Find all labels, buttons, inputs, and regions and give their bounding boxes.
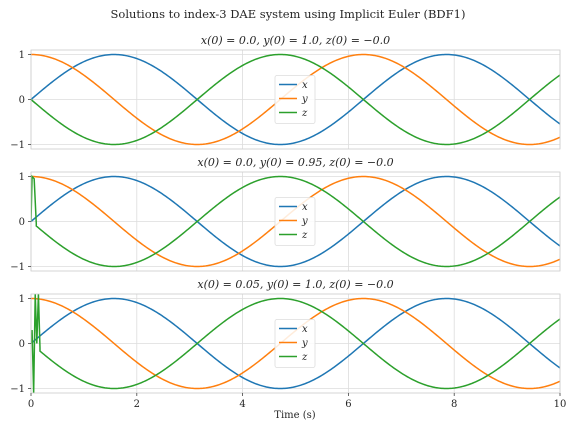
series-line-z bbox=[31, 294, 560, 393]
y-tick-label: 0 bbox=[19, 217, 25, 228]
y-tick-label: 0 bbox=[19, 95, 25, 106]
subplot-1: x(0) = 0.0, y(0) = 1.0, z(0) = −0.0 −1 0 1 x… bbox=[10, 34, 561, 151]
legend: xyz bbox=[274, 197, 316, 246]
subplot-title: x(0) = 0.05, y(0) = 1.0, z(0) = −0.0 bbox=[197, 278, 393, 291]
x-tick-label: 6 bbox=[345, 399, 351, 410]
y-tick-label: −1 bbox=[10, 384, 25, 395]
subplots: x(0) = 0.0, y(0) = 1.0, z(0) = −0.0−101x… bbox=[10, 34, 566, 410]
subplot-2: x(0) = 0.0, y(0) = 0.95, z(0) = −0.0 −1 0 1… bbox=[10, 156, 561, 273]
legend-label-y: y bbox=[301, 94, 308, 105]
legend-label-y: y bbox=[301, 338, 308, 349]
figure-title: Solutions to index-3 DAE system using Im… bbox=[111, 7, 466, 21]
legend: xyz bbox=[274, 319, 316, 368]
legend-label-x: x bbox=[302, 80, 308, 91]
legend-box bbox=[274, 319, 316, 368]
y-tick-label: 0 bbox=[19, 339, 25, 350]
x-tick-label: 4 bbox=[239, 399, 245, 410]
subplot-title: x(0) = 0.0, y(0) = 1.0, z(0) = −0.0 bbox=[201, 34, 390, 47]
series-line-z bbox=[31, 174, 560, 268]
y-tick-label: −1 bbox=[10, 262, 25, 273]
series-line-x bbox=[31, 297, 560, 390]
subplot-3: x(0) = 0.05, y(0) = 1.0, z(0) = −0.0−101… bbox=[10, 278, 566, 410]
y-tick-label: −1 bbox=[10, 140, 25, 151]
legend-box bbox=[274, 197, 316, 246]
legend-label-z: z bbox=[301, 352, 308, 363]
x-axis-label: Time (s) bbox=[274, 410, 315, 421]
legend-label-x: x bbox=[302, 324, 308, 335]
x-tick-label: 10 bbox=[554, 399, 567, 410]
y-tick-label: 1 bbox=[19, 294, 25, 305]
legend-label-z: z bbox=[301, 230, 308, 241]
y-tick-label: 1 bbox=[19, 50, 25, 61]
x-tick-label: 0 bbox=[28, 399, 34, 410]
subplot-title: x(0) = 0.0, y(0) = 0.95, z(0) = −0.0 bbox=[197, 156, 393, 169]
legend-label-y: y bbox=[301, 216, 308, 227]
legend-box bbox=[274, 75, 316, 124]
series-line-x bbox=[31, 53, 560, 146]
series-line-x bbox=[31, 175, 560, 268]
legend-label-x: x bbox=[302, 202, 308, 213]
x-tick-label: 2 bbox=[134, 399, 140, 410]
legend: xyz bbox=[274, 75, 316, 124]
x-tick-label: 8 bbox=[451, 399, 457, 410]
y-tick-label: 1 bbox=[19, 172, 25, 183]
legend-label-z: z bbox=[301, 108, 308, 119]
series-line-z bbox=[31, 53, 560, 146]
